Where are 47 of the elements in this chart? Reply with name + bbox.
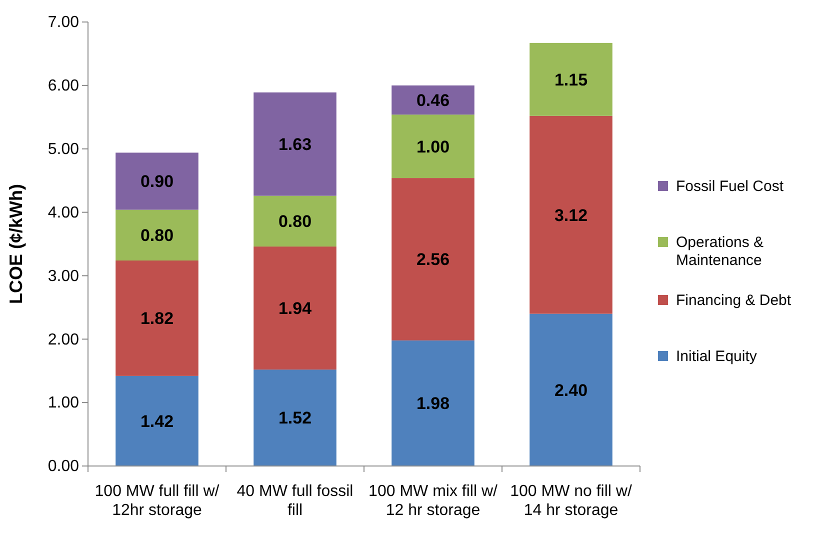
bar <box>254 92 336 196</box>
bar <box>116 152 198 210</box>
data-label: 3.12 <box>554 206 588 225</box>
data-label: 0.80 <box>140 226 174 246</box>
data-label: 1.98 <box>416 394 450 414</box>
y-tick-label: 1.00 <box>48 394 80 412</box>
x-tick-label: 100 MW mix fill w/ 12 hr storage <box>368 483 498 520</box>
bar <box>254 246 336 370</box>
bar <box>392 114 474 178</box>
x-tick-label: 100 MW full fill w/ 12hr storage <box>94 483 220 520</box>
bar <box>392 178 474 340</box>
bar <box>254 196 336 247</box>
y-tick-label: 6.00 <box>48 78 80 95</box>
data-label: 1.52 <box>278 408 312 428</box>
y-tick-label: 7.00 <box>48 14 80 32</box>
legend-label: Operations & Maintenance <box>676 234 764 269</box>
bar <box>530 42 612 116</box>
data-label: 2.56 <box>416 250 450 270</box>
bar <box>116 210 198 260</box>
y-tick-label: 4.00 <box>48 204 80 222</box>
data-label: 0.90 <box>140 172 174 192</box>
data-label: 1.00 <box>416 137 450 156</box>
data-label: 2.40 <box>554 380 588 400</box>
x-tick-label: 100 MW no fill w/ 14 hr storage <box>510 483 632 520</box>
y-axis-title: LCOE (¢/kWh) <box>6 184 26 304</box>
bar <box>530 116 612 314</box>
y-tick-label: 5.00 <box>48 140 80 158</box>
legend-label: Fossil Fuel Cost <box>676 178 784 195</box>
bar <box>116 376 198 466</box>
data-label: 0.46 <box>416 90 450 110</box>
bar <box>116 260 198 376</box>
legend-label: Initial Equity <box>676 348 758 365</box>
y-tick-label: 0.00 <box>48 458 80 476</box>
data-label: 1.63 <box>278 135 312 154</box>
data-label: 1.94 <box>278 299 312 318</box>
bar <box>254 370 336 466</box>
y-tick-label: 2.00 <box>48 331 80 348</box>
x-tick-label: 40 MW full fossil fill <box>236 483 354 520</box>
data-label: 1.15 <box>554 70 588 90</box>
data-label: 1.82 <box>140 309 174 328</box>
data-label: 1.42 <box>140 412 174 431</box>
legend-label: Financing & Debt <box>676 292 792 309</box>
y-tick-label: 3.00 <box>48 268 80 285</box>
bar <box>530 314 612 466</box>
bar <box>392 85 474 115</box>
bar <box>392 340 474 466</box>
data-label: 0.80 <box>278 212 312 232</box>
